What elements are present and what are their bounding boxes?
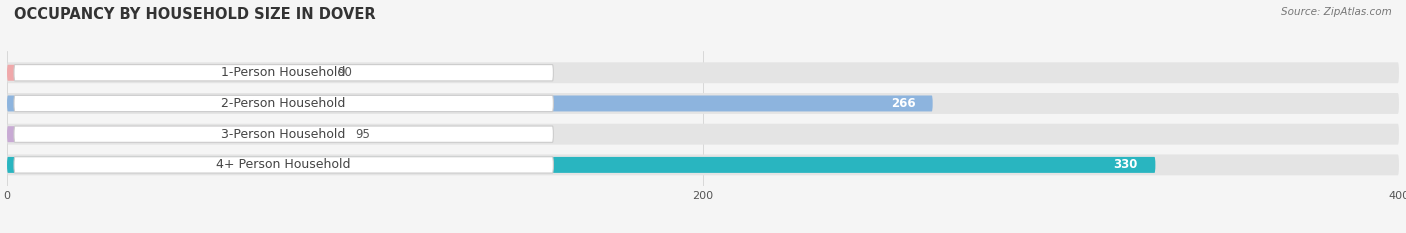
Text: 4+ Person Household: 4+ Person Household (217, 158, 352, 171)
FancyBboxPatch shape (7, 62, 1399, 83)
Text: 266: 266 (890, 97, 915, 110)
Text: 3-Person Household: 3-Person Household (222, 128, 346, 141)
FancyBboxPatch shape (7, 124, 1399, 145)
FancyBboxPatch shape (14, 95, 554, 112)
FancyBboxPatch shape (7, 154, 1399, 175)
Text: 330: 330 (1114, 158, 1137, 171)
FancyBboxPatch shape (7, 93, 1399, 114)
FancyBboxPatch shape (7, 126, 337, 142)
FancyBboxPatch shape (7, 96, 932, 111)
Text: 95: 95 (354, 128, 370, 141)
Text: 1-Person Household: 1-Person Household (222, 66, 346, 79)
FancyBboxPatch shape (14, 157, 554, 173)
FancyBboxPatch shape (7, 65, 321, 81)
FancyBboxPatch shape (7, 157, 1156, 173)
Text: OCCUPANCY BY HOUSEHOLD SIZE IN DOVER: OCCUPANCY BY HOUSEHOLD SIZE IN DOVER (14, 7, 375, 22)
Text: 2-Person Household: 2-Person Household (222, 97, 346, 110)
Text: Source: ZipAtlas.com: Source: ZipAtlas.com (1281, 7, 1392, 17)
FancyBboxPatch shape (14, 126, 554, 142)
Text: 90: 90 (337, 66, 353, 79)
FancyBboxPatch shape (14, 65, 554, 81)
